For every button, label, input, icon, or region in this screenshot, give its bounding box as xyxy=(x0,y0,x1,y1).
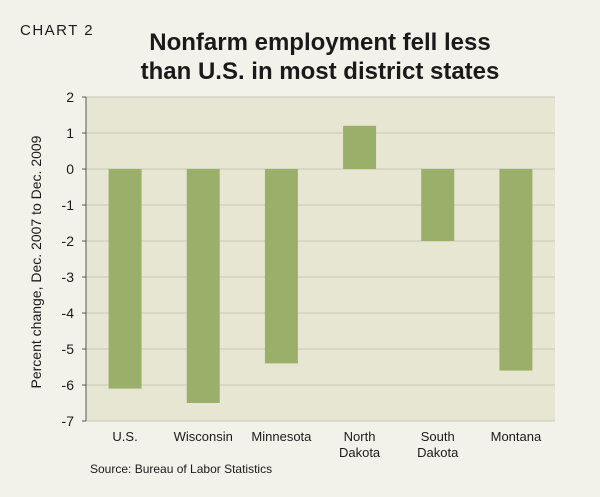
x-tick-label: North xyxy=(344,429,376,444)
chart-label: CHART 2 xyxy=(20,22,95,39)
y-tick-label: -4 xyxy=(62,305,75,321)
x-tick-label: Dakota xyxy=(339,445,381,460)
bar-4 xyxy=(421,169,455,241)
source-note: Source: Bureau of Labor Statistics xyxy=(90,462,273,476)
chart-title: Nonfarm employment fell less than U.S. i… xyxy=(90,28,550,86)
y-tick-label: -5 xyxy=(62,341,75,357)
x-tick-label: Wisconsin xyxy=(174,429,233,444)
bar-5 xyxy=(499,169,533,371)
y-tick-label: -6 xyxy=(62,377,75,393)
y-tick-label: -7 xyxy=(62,413,75,429)
bar-3 xyxy=(343,125,377,169)
x-tick-label: U.S. xyxy=(112,429,137,444)
y-tick-label: -2 xyxy=(62,233,75,249)
y-tick-label: -1 xyxy=(62,197,75,213)
chart-title-line-1: Nonfarm employment fell less xyxy=(149,29,491,56)
x-tick-label: South xyxy=(421,429,455,444)
bar-1 xyxy=(186,169,220,403)
y-tick-label: 1 xyxy=(66,125,74,141)
y-tick-label: 0 xyxy=(66,161,74,177)
x-tick-label: Minnesota xyxy=(251,429,312,444)
bar-2 xyxy=(264,169,298,364)
x-tick-label: Dakota xyxy=(417,445,459,460)
plot-area xyxy=(86,97,555,421)
chart-title-line-2: than U.S. in most district states xyxy=(140,58,500,85)
bar-0 xyxy=(108,169,142,389)
y-tick-label: -3 xyxy=(62,269,75,285)
y-tick-label: 2 xyxy=(66,89,74,105)
x-tick-label: Montana xyxy=(491,429,542,444)
